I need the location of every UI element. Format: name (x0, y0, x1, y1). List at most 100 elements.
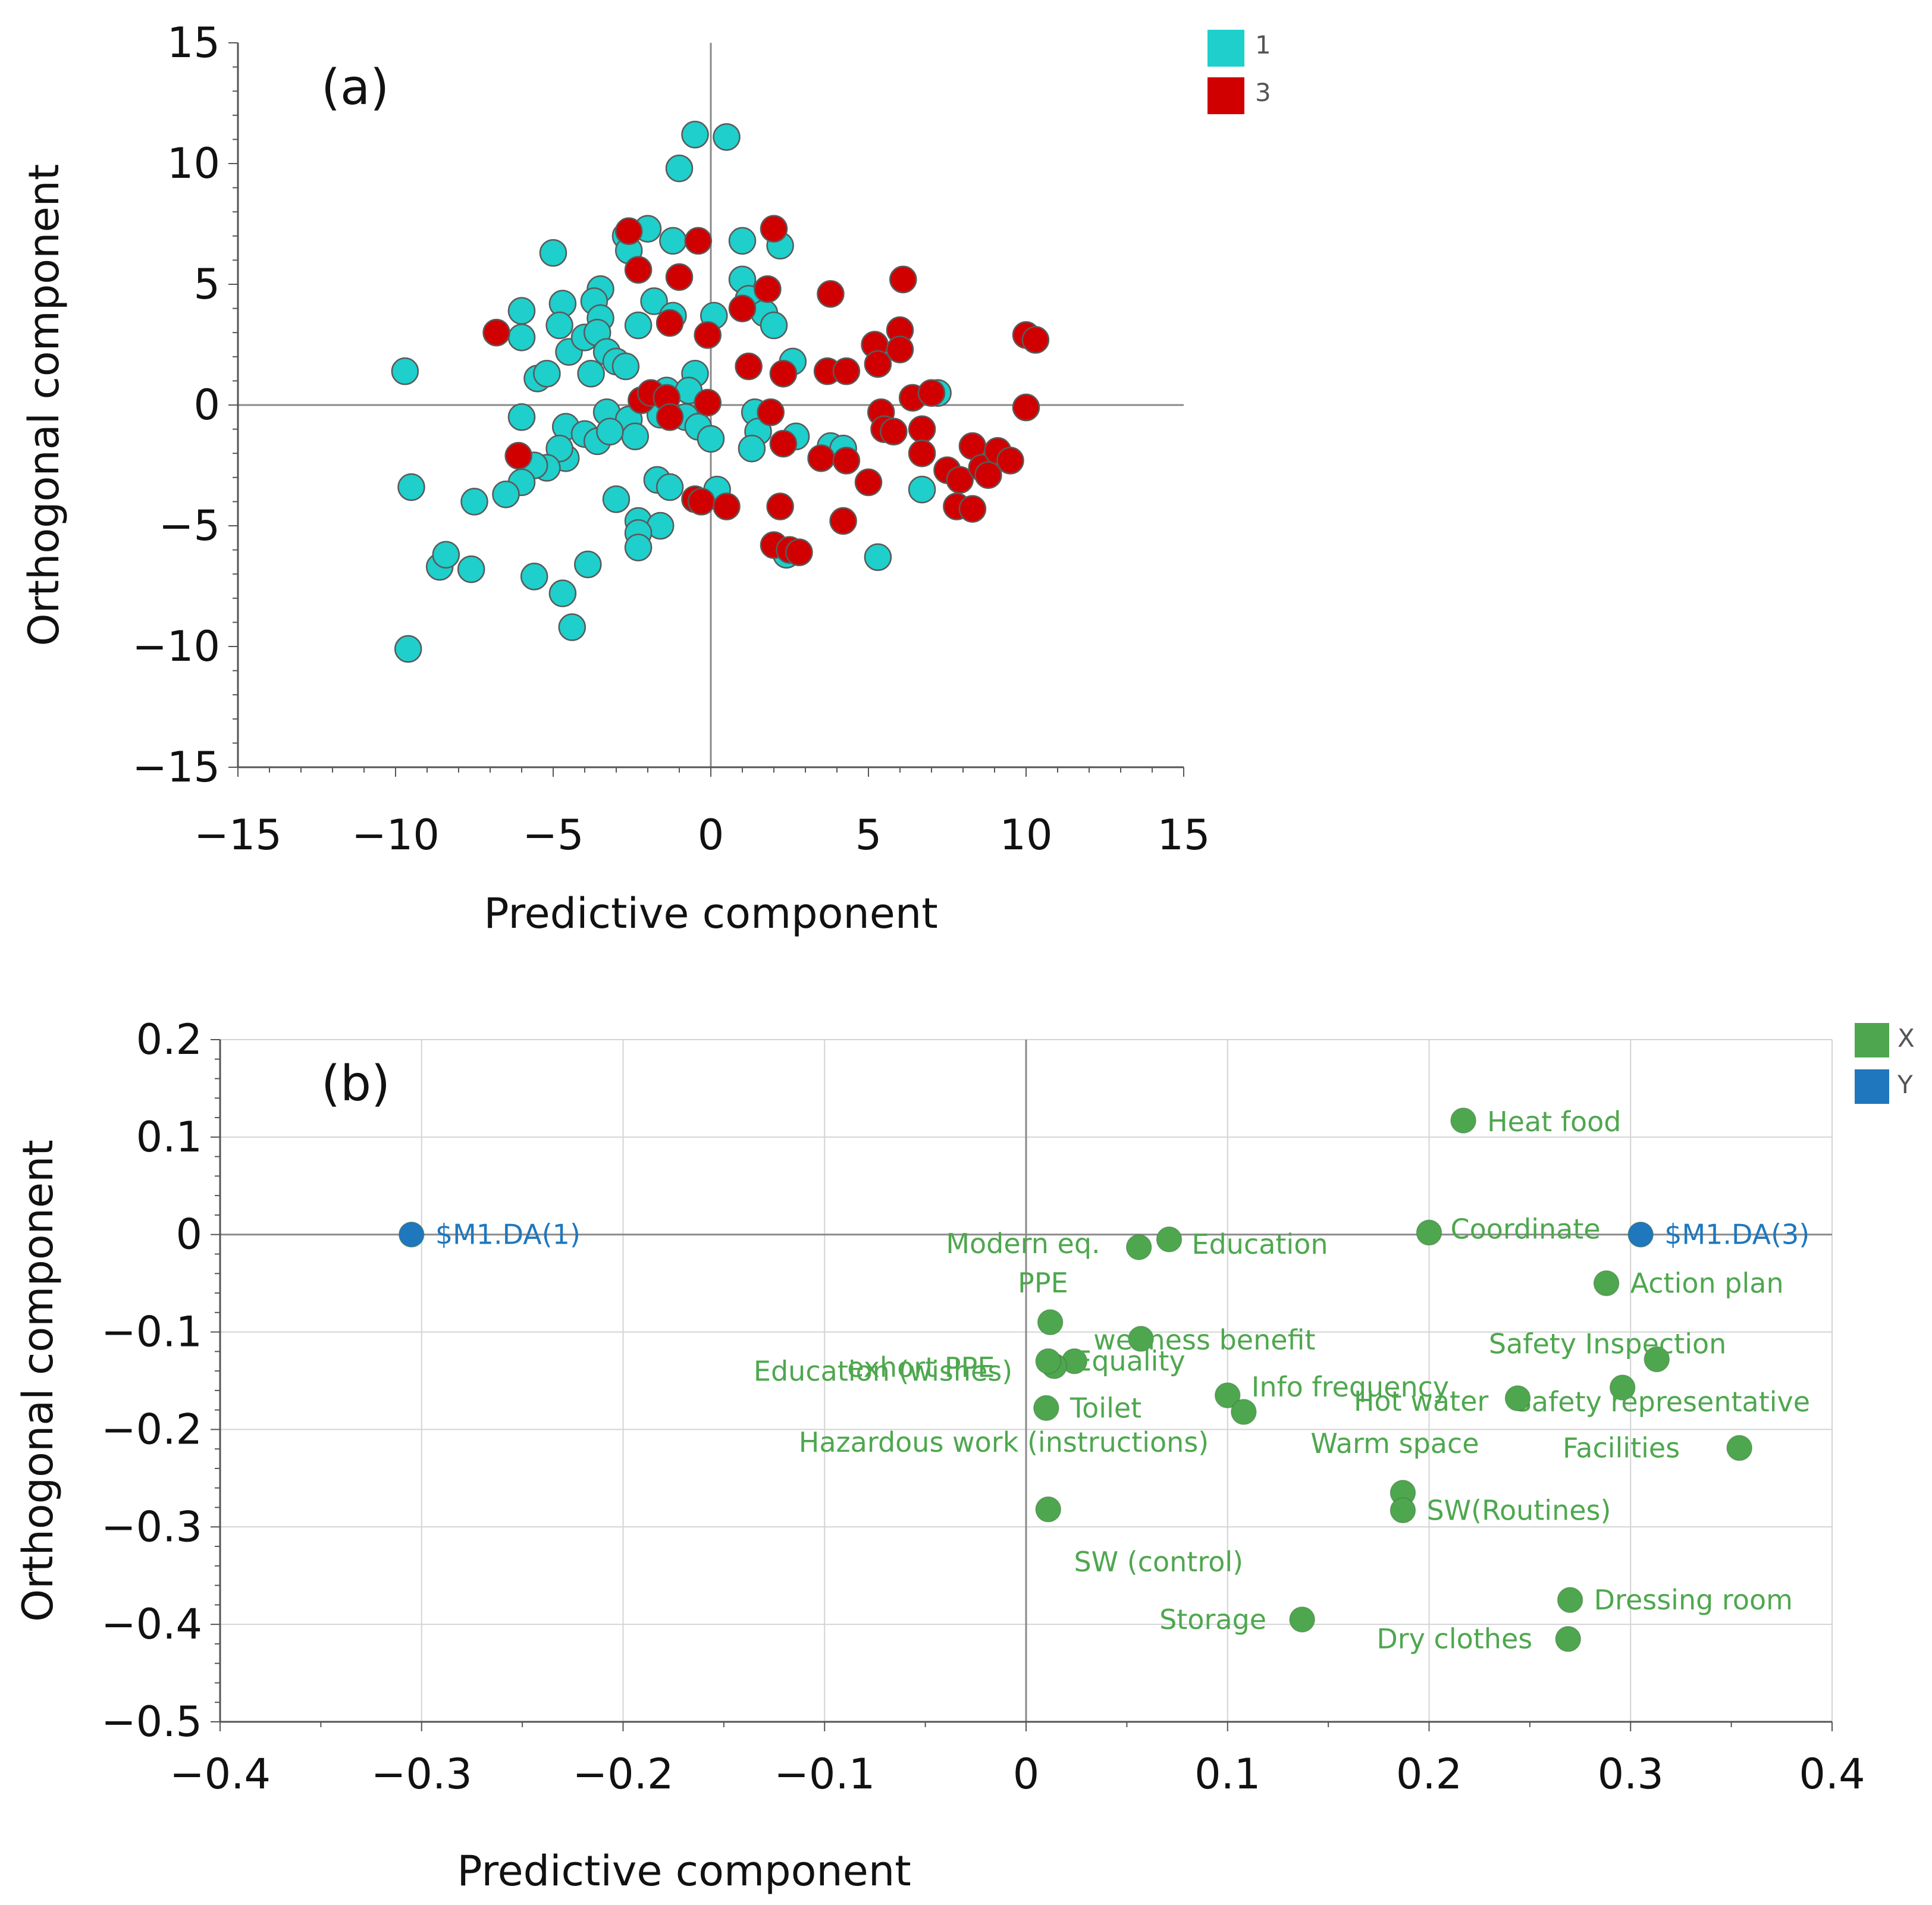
data-point-group-3 (958, 495, 987, 523)
data-point-group-1 (394, 635, 422, 663)
data-point-group-1 (492, 480, 520, 509)
data-point-group-1 (611, 352, 640, 381)
data-point-warm-space (1504, 1385, 1531, 1411)
data-point-group-1 (545, 311, 573, 340)
data-point-group-3 (917, 379, 946, 407)
data-point-group-1 (432, 541, 460, 569)
data-point-group-3 (946, 466, 974, 494)
data-point-group-1 (621, 422, 650, 451)
point-label: Hot water (1354, 1385, 1489, 1417)
legend-label-Y: Y (1897, 1070, 1913, 1099)
x-tick-label: −5 (522, 811, 584, 859)
data-point-group-1 (624, 533, 653, 561)
data-point-group-3 (807, 444, 835, 472)
point-label: $M1.DA(3) (1664, 1219, 1809, 1251)
data-point-group-1 (391, 357, 419, 385)
data-point--m1-da-1- (399, 1221, 425, 1248)
data-point-action-plan (1593, 1270, 1620, 1297)
data-point-group-3 (1012, 393, 1040, 422)
x-tick-label: 0.3 (1598, 1750, 1664, 1799)
data-point-wellness-benefit (1128, 1326, 1154, 1352)
data-point-group-3 (1021, 326, 1050, 354)
y-tick-label: 0.1 (136, 1113, 202, 1162)
data-point-group-1 (558, 613, 586, 641)
point-label: PPE (1018, 1267, 1068, 1299)
y-tick-label: 5 (193, 260, 220, 309)
x-tick-label: 10 (999, 811, 1052, 859)
y-tick-label: −0.2 (101, 1405, 202, 1454)
series-3 (482, 215, 1050, 566)
data-point-safety-representative (1609, 1374, 1636, 1401)
data-point-modern-eq- (1125, 1234, 1152, 1260)
y-tick-label: −0.5 (101, 1697, 202, 1746)
x-tick-label: −15 (194, 811, 282, 859)
y-tick-label: 0 (193, 381, 220, 429)
data-point-group-1 (533, 359, 561, 388)
data-point-group-3 (766, 492, 794, 520)
data-point-group-1 (640, 287, 668, 315)
data-point-group-1 (397, 473, 425, 501)
point-label: Info frequency (1252, 1371, 1449, 1403)
data-point-group-1 (507, 297, 536, 325)
point-label: Facilities (1563, 1432, 1680, 1464)
data-point-group-1 (507, 324, 536, 352)
data-point-group-3 (760, 215, 788, 243)
y-tick-label: −0.3 (101, 1502, 202, 1551)
data-point-group-1 (656, 473, 684, 501)
data-point-group-3 (694, 388, 722, 417)
data-point-group-1 (460, 488, 488, 516)
point-label: SW(Routines) (1426, 1494, 1611, 1526)
data-point-group-3 (829, 507, 857, 535)
data-point-group-3 (757, 398, 785, 426)
data-point-group-1 (624, 311, 653, 340)
legend-label-3: 3 (1255, 78, 1271, 107)
x-tick-label: 0.2 (1396, 1750, 1462, 1799)
data-point-toilet (1033, 1395, 1059, 1421)
data-point-group-1 (864, 543, 892, 572)
y-tick-label: 0.2 (136, 1015, 202, 1064)
x-tick-label: 0.1 (1194, 1750, 1260, 1799)
point-label: Dressing room (1594, 1584, 1793, 1616)
data-point-group-3 (687, 488, 716, 516)
y-tick-label: −5 (159, 501, 220, 550)
legend-swatch-Y (1855, 1069, 1889, 1104)
x-tick-label: 0.4 (1799, 1750, 1865, 1799)
data-point-group-3 (889, 265, 917, 294)
data-point-group-1 (681, 121, 709, 149)
data-point-group-3 (817, 280, 845, 308)
data-point-group-3 (684, 227, 713, 255)
data-point-facilities (1726, 1435, 1752, 1461)
point-label: Education (1192, 1228, 1328, 1260)
data-point-group-3 (974, 461, 1002, 489)
data-point-group-1 (545, 434, 573, 463)
data-point-group-3 (886, 335, 914, 363)
panel-b: −0.5−0.4−0.3−0.2−0.100.10.2−0.4 −0.3 −0.2−… (14, 1015, 1915, 1895)
point-label: Dry clothes (1376, 1623, 1532, 1655)
series-X: Heat food Coordinate Education Modern eq. PP… (754, 1106, 1810, 1655)
data-point-group-3 (504, 442, 532, 470)
panel-label-b: (b) (321, 1056, 390, 1112)
point-label: wellness benefit (1093, 1324, 1315, 1356)
legend-swatch-1 (1208, 30, 1244, 67)
data-point-group-1 (602, 485, 631, 513)
point-label: Heat food (1487, 1106, 1621, 1138)
data-point-hazardous-work-instructions- (1035, 1496, 1062, 1523)
data-point-group-1 (520, 563, 548, 591)
data-point-group-1 (760, 311, 788, 340)
x-tick-label: 15 (1157, 811, 1210, 859)
data-point-group-3 (908, 415, 936, 443)
y-tick-label: −10 (132, 622, 220, 671)
data-point-group-3 (656, 309, 684, 337)
point-label: exhort PPE (847, 1351, 995, 1383)
x-tick-label: −0.4 (170, 1750, 271, 1799)
data-point-group-3 (880, 418, 908, 445)
x-axis-label: Predictive component (484, 889, 937, 938)
data-point-group-3 (665, 263, 694, 291)
data-point-group-3 (832, 447, 861, 475)
data-point-group-3 (832, 357, 861, 385)
y-tick-label: −0.4 (101, 1600, 202, 1649)
data-point-dressing-room (1557, 1587, 1583, 1613)
point-label: Storage (1159, 1603, 1266, 1636)
panel-a: −15 −10 −5 0 5 10 15 −15 −10 −5 0 5 10 15 (a) Predictiv… (20, 18, 1271, 938)
